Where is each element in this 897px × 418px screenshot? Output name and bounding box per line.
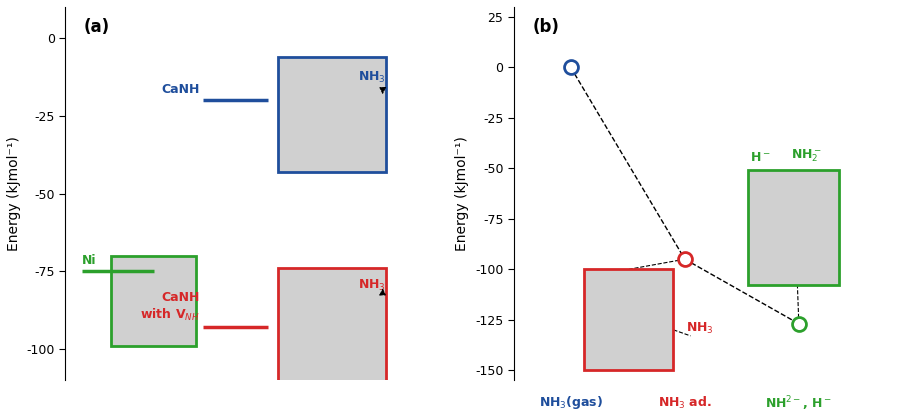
Text: H$^-$: H$^-$ bbox=[750, 151, 771, 164]
Y-axis label: Energy (kJmol⁻¹): Energy (kJmol⁻¹) bbox=[456, 136, 469, 251]
Text: NH$_3$ ad.: NH$_3$ ad. bbox=[658, 395, 711, 410]
Bar bbox=[278, 57, 386, 172]
Text: CaNH
with V$_{NH}$: CaNH with V$_{NH}$ bbox=[140, 291, 199, 323]
Bar bbox=[278, 268, 386, 383]
Text: NH$_3$: NH$_3$ bbox=[686, 321, 713, 336]
Text: NH$_2^-$: NH$_2^-$ bbox=[791, 148, 822, 164]
Text: CaNH: CaNH bbox=[161, 83, 199, 96]
Text: (a): (a) bbox=[84, 18, 110, 36]
Text: NH$^{2-}$, H$^-$: NH$^{2-}$, H$^-$ bbox=[765, 395, 832, 413]
Text: NH$_3$: NH$_3$ bbox=[359, 70, 386, 85]
Text: NH$_3$: NH$_3$ bbox=[359, 278, 386, 293]
Text: Ni: Ni bbox=[82, 254, 96, 267]
Text: NH$_3$(gas): NH$_3$(gas) bbox=[539, 395, 603, 411]
Text: (b): (b) bbox=[533, 18, 560, 36]
Bar bbox=[585, 269, 674, 370]
Y-axis label: Energy (kJmol⁻¹): Energy (kJmol⁻¹) bbox=[7, 136, 21, 251]
Bar bbox=[747, 171, 839, 285]
Bar bbox=[111, 256, 196, 346]
